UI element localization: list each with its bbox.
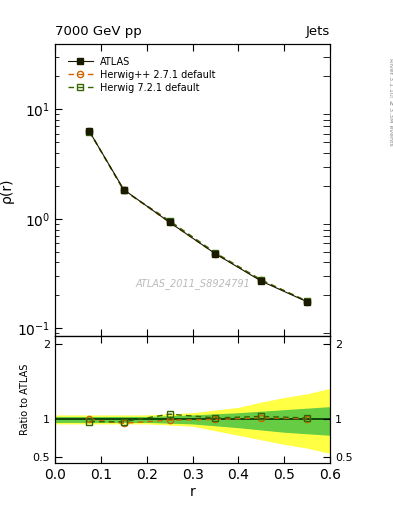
Y-axis label: ρ(r): ρ(r) (0, 177, 14, 203)
X-axis label: r: r (190, 485, 195, 499)
Text: Jets: Jets (306, 26, 330, 38)
Text: 7000 GeV pp: 7000 GeV pp (55, 26, 142, 38)
Text: Rivet 3.1.10; ≥ 3.3M events: Rivet 3.1.10; ≥ 3.3M events (388, 58, 393, 146)
Y-axis label: Ratio to ATLAS: Ratio to ATLAS (20, 364, 30, 435)
Legend: ATLAS, Herwig++ 2.7.1 default, Herwig 7.2.1 default: ATLAS, Herwig++ 2.7.1 default, Herwig 7.… (65, 54, 219, 96)
Text: ATLAS_2011_S8924791: ATLAS_2011_S8924791 (135, 278, 250, 289)
